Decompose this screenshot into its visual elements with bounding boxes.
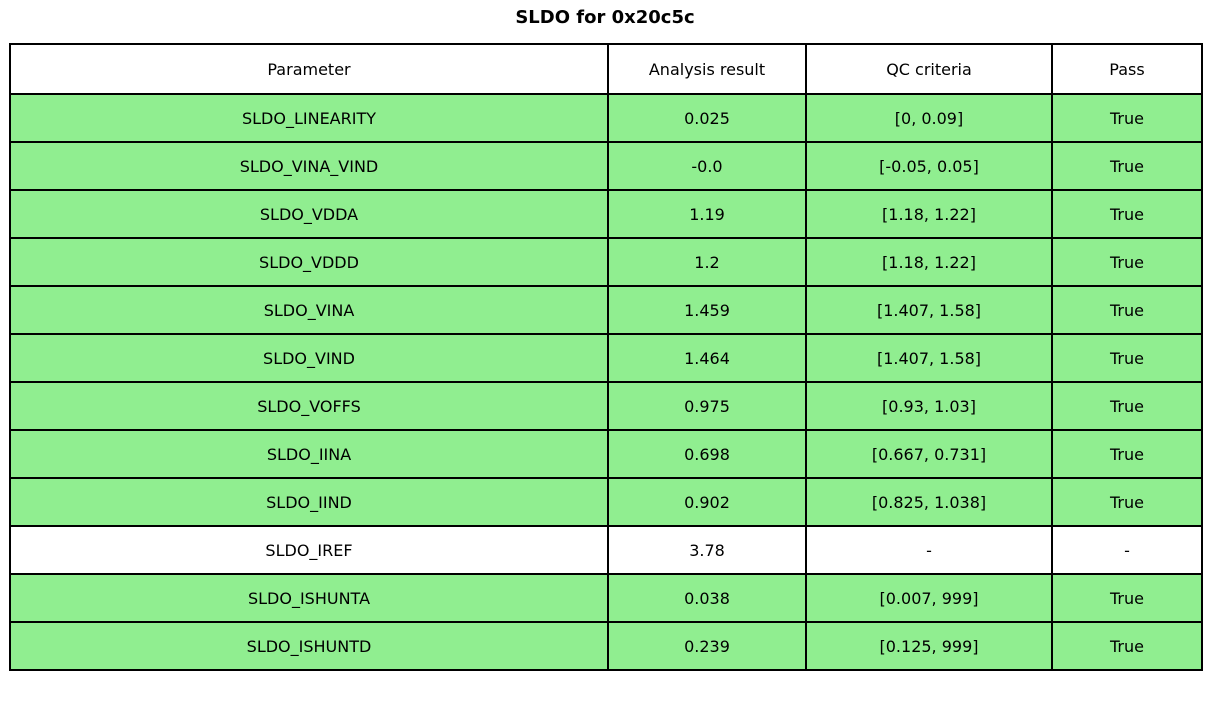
cell-parameter: SLDO_VINA_VIND — [9, 141, 609, 191]
cell-analysis-result: 1.19 — [607, 189, 807, 239]
cell-qc-criteria: [0.007, 999] — [805, 573, 1053, 623]
header-parameter: Parameter — [9, 43, 609, 95]
cell-parameter: SLDO_VINA — [9, 285, 609, 335]
table-row: SLDO_ISHUNTA 0.038 [0.007, 999] True — [9, 573, 1203, 623]
cell-qc-criteria: [0, 0.09] — [805, 93, 1053, 143]
cell-parameter: SLDO_VIND — [9, 333, 609, 383]
table-row: SLDO_VOFFS 0.975 [0.93, 1.03] True — [9, 381, 1203, 431]
cell-parameter: SLDO_LINEARITY — [9, 93, 609, 143]
cell-parameter: SLDO_VDDA — [9, 189, 609, 239]
cell-analysis-result: -0.0 — [607, 141, 807, 191]
cell-pass: True — [1051, 621, 1203, 671]
table-body: SLDO_LINEARITY 0.025 [0, 0.09] True SLDO_VIN… — [9, 93, 1203, 671]
header-pass: Pass — [1051, 43, 1203, 95]
cell-analysis-result: 0.975 — [607, 381, 807, 431]
header-qc-criteria: QC criteria — [805, 43, 1053, 95]
cell-qc-criteria: [0.667, 0.731] — [805, 429, 1053, 479]
cell-qc-criteria: - — [805, 525, 1053, 575]
header-row: Parameter Analysis result QC criteria Pa… — [9, 43, 1203, 95]
cell-qc-criteria: [-0.05, 0.05] — [805, 141, 1053, 191]
cell-pass: True — [1051, 141, 1203, 191]
table-row: SLDO_VDDA 1.19 [1.18, 1.22] True — [9, 189, 1203, 239]
table-row: SLDO_IIND 0.902 [0.825, 1.038] True — [9, 477, 1203, 527]
cell-pass: True — [1051, 381, 1203, 431]
table-row: SLDO_VDDD 1.2 [1.18, 1.22] True — [9, 237, 1203, 287]
cell-analysis-result: 0.038 — [607, 573, 807, 623]
cell-analysis-result: 0.902 — [607, 477, 807, 527]
page-title: SLDO for 0x20c5c — [515, 7, 695, 28]
table-row: SLDO_VINA 1.459 [1.407, 1.58] True — [9, 285, 1203, 335]
cell-pass: True — [1051, 573, 1203, 623]
cell-qc-criteria: [0.825, 1.038] — [805, 477, 1053, 527]
qc-results-table: Parameter Analysis result QC criteria Pa… — [9, 43, 1203, 671]
table-row: SLDO_IREF 3.78- - — [9, 525, 1203, 575]
cell-pass: True — [1051, 189, 1203, 239]
cell-parameter: SLDO_IREF — [9, 525, 609, 575]
cell-pass: True — [1051, 477, 1203, 527]
cell-analysis-result: 1.464 — [607, 333, 807, 383]
cell-analysis-result: 1.2 — [607, 237, 807, 287]
table-row: SLDO_LINEARITY 0.025 [0, 0.09] True — [9, 93, 1203, 143]
cell-parameter: SLDO_VOFFS — [9, 381, 609, 431]
cell-qc-criteria: [1.18, 1.22] — [805, 237, 1053, 287]
cell-parameter: SLDO_IINA — [9, 429, 609, 479]
cell-parameter: SLDO_ISHUNTA — [9, 573, 609, 623]
cell-qc-criteria: [1.18, 1.22] — [805, 189, 1053, 239]
cell-qc-criteria: [1.407, 1.58] — [805, 333, 1053, 383]
cell-analysis-result: 0.698 — [607, 429, 807, 479]
table-row: SLDO_VIND 1.464 [1.407, 1.58] True — [9, 333, 1203, 383]
cell-parameter: SLDO_ISHUNTD — [9, 621, 609, 671]
cell-parameter: SLDO_IIND — [9, 477, 609, 527]
table-row: SLDO_ISHUNTD 0.239 [0.125, 999] True — [9, 621, 1203, 671]
cell-qc-criteria: [0.93, 1.03] — [805, 381, 1053, 431]
cell-pass: True — [1051, 333, 1203, 383]
table-row: SLDO_IINA 0.698 [0.667, 0.731] True — [9, 429, 1203, 479]
cell-qc-criteria: [0.125, 999] — [805, 621, 1053, 671]
table-row: SLDO_VINA_VIND -0.0 [-0.05, 0.05] True — [9, 141, 1203, 191]
header-analysis-result: Analysis result — [607, 43, 807, 95]
cell-parameter: SLDO_VDDD — [9, 237, 609, 287]
cell-analysis-result: 1.459 — [607, 285, 807, 335]
cell-pass: True — [1051, 93, 1203, 143]
cell-analysis-result: 3.78 — [607, 525, 807, 575]
cell-pass: - — [1051, 525, 1203, 575]
cell-pass: True — [1051, 429, 1203, 479]
cell-analysis-result: 0.239 — [607, 621, 807, 671]
cell-qc-criteria: [1.407, 1.58] — [805, 285, 1053, 335]
cell-pass: True — [1051, 285, 1203, 335]
cell-pass: True — [1051, 237, 1203, 287]
cell-analysis-result: 0.025 — [607, 93, 807, 143]
